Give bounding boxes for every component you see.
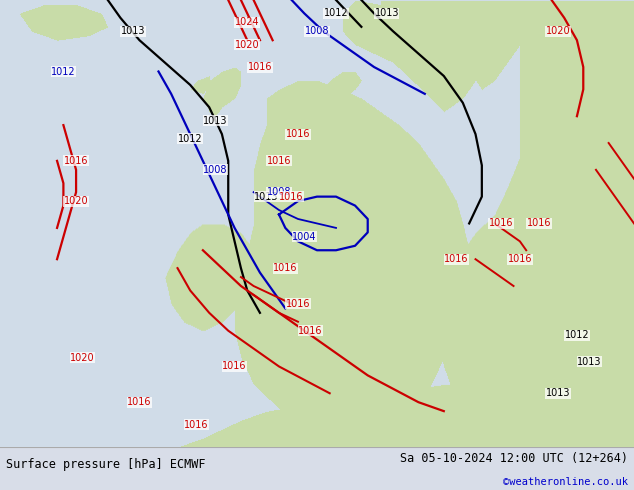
Text: 1012: 1012 <box>565 330 589 340</box>
Text: 1012: 1012 <box>51 67 75 76</box>
Text: 1016: 1016 <box>527 219 551 228</box>
Text: 1013: 1013 <box>578 357 602 367</box>
Text: 1016: 1016 <box>444 254 469 264</box>
Text: 1013: 1013 <box>375 8 399 19</box>
Text: 1012: 1012 <box>324 8 348 19</box>
Text: Sa 05-10-2024 12:00 UTC (12+264): Sa 05-10-2024 12:00 UTC (12+264) <box>399 452 628 466</box>
Text: 1013: 1013 <box>204 116 228 125</box>
Text: 1013: 1013 <box>121 26 145 36</box>
Text: 1016: 1016 <box>299 326 323 336</box>
Text: 1020: 1020 <box>64 196 88 206</box>
Text: 1016: 1016 <box>286 129 310 139</box>
Text: 1008: 1008 <box>204 165 228 175</box>
Text: 1016: 1016 <box>64 156 88 166</box>
Text: Surface pressure [hPa] ECMWF: Surface pressure [hPa] ECMWF <box>6 458 206 470</box>
Text: 1008: 1008 <box>267 187 291 197</box>
Text: 1016: 1016 <box>273 263 297 273</box>
Text: 1013: 1013 <box>254 192 278 201</box>
Text: 1016: 1016 <box>267 156 291 166</box>
Text: 1013: 1013 <box>546 388 570 398</box>
Text: 1016: 1016 <box>508 254 532 264</box>
Text: 1008: 1008 <box>305 26 329 36</box>
Text: 1020: 1020 <box>235 40 259 49</box>
Text: 1004: 1004 <box>292 232 316 242</box>
Text: 1020: 1020 <box>546 26 570 36</box>
Text: 1024: 1024 <box>235 17 259 27</box>
Text: 1016: 1016 <box>280 192 304 201</box>
Text: 1016: 1016 <box>223 362 247 371</box>
Text: 1012: 1012 <box>178 134 202 144</box>
Text: 1016: 1016 <box>286 299 310 309</box>
Text: 1016: 1016 <box>184 419 209 430</box>
Text: 1016: 1016 <box>489 219 513 228</box>
Text: 1016: 1016 <box>127 397 152 407</box>
Text: 1020: 1020 <box>70 352 94 363</box>
Text: ©weatheronline.co.uk: ©weatheronline.co.uk <box>503 477 628 487</box>
Text: 1016: 1016 <box>248 62 272 72</box>
